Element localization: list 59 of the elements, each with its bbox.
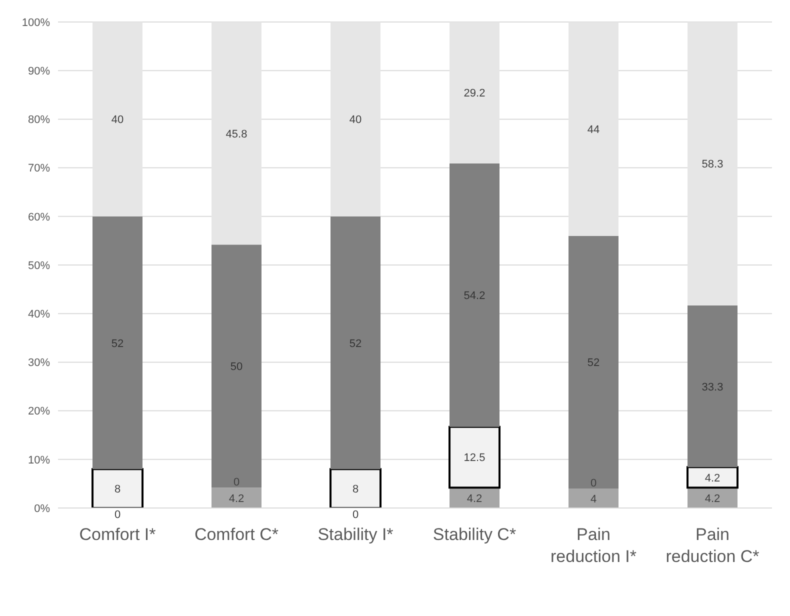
y-tick-label: 40%	[28, 308, 50, 321]
x-tick-label: Stability I*	[318, 525, 394, 544]
bar	[450, 163, 500, 427]
bar	[568, 22, 619, 236]
y-tick-label: 0%	[34, 502, 50, 515]
bar	[212, 488, 262, 508]
bar	[688, 305, 738, 468]
bar	[448, 426, 501, 489]
annotation: 0	[590, 478, 597, 490]
bar	[92, 22, 143, 216]
data-label: 40	[349, 114, 362, 126]
annotation: 0	[114, 508, 121, 521]
x-tick-label: Stability C*	[432, 525, 516, 544]
data-label: 8	[114, 484, 121, 496]
y-tick-label: 10%	[28, 454, 50, 466]
data-label: 29.2	[464, 88, 486, 100]
data-label: 52	[111, 338, 124, 350]
annotation: 0	[233, 476, 240, 489]
bar	[450, 22, 500, 164]
x-tick-label: Pain reduction I*	[550, 525, 637, 566]
y-tick-label: 70%	[28, 162, 50, 175]
data-label: 4.2	[704, 472, 720, 484]
data-label: 4.2	[704, 492, 720, 505]
y-tick-label: 60%	[28, 211, 50, 224]
data-label: 45.8	[226, 128, 248, 140]
bar	[330, 22, 381, 216]
bar	[688, 22, 738, 306]
data-label: 52	[349, 338, 362, 350]
bar	[330, 468, 382, 508]
x-tick-label: Comfort I*	[79, 525, 156, 544]
data-label: 4.2	[466, 492, 482, 505]
bar	[568, 488, 619, 508]
x-tick-label: Comfort C*	[194, 525, 279, 544]
bar	[686, 466, 739, 489]
data-label: 58.3	[702, 158, 724, 171]
data-label: 50	[230, 361, 243, 374]
bar	[212, 244, 262, 488]
bar	[92, 216, 143, 470]
y-tick-label: 80%	[28, 114, 50, 126]
y-tick-label: 50%	[28, 260, 50, 272]
data-label: 8	[352, 484, 359, 496]
data-label: 52	[587, 357, 600, 370]
data-label: 54.2	[464, 290, 486, 302]
data-label: 4	[590, 493, 597, 506]
bar	[212, 22, 262, 245]
y-tick-label: 20%	[28, 406, 50, 418]
x-tick-label: Pain reduction C*	[666, 525, 760, 566]
bar	[330, 216, 381, 470]
bar	[568, 236, 619, 489]
data-label: 44	[587, 124, 600, 136]
y-tick-label: 100%	[22, 16, 50, 29]
annotation: 0	[352, 508, 359, 521]
y-tick-label: 30%	[28, 357, 50, 370]
data-label: 4.2	[228, 492, 244, 505]
data-label: 33.3	[702, 381, 724, 394]
y-tick-label: 90%	[28, 66, 50, 78]
bar	[92, 468, 144, 508]
data-label: 12.5	[464, 452, 486, 464]
data-label: 40	[111, 114, 124, 126]
